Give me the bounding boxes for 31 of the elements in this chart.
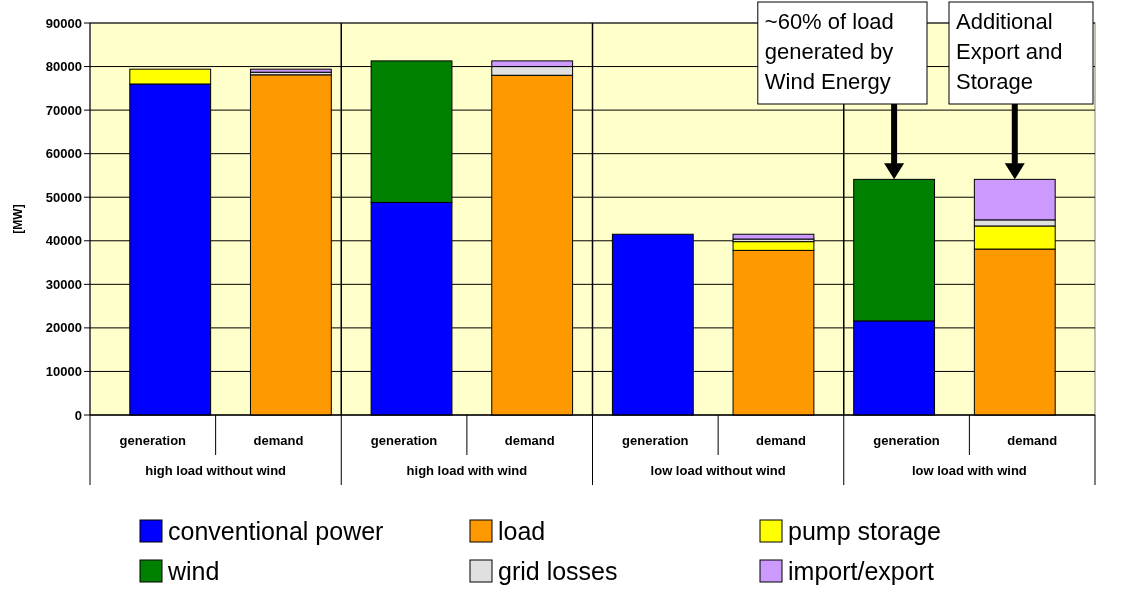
legend-label: pump storage xyxy=(788,516,941,545)
legend-label: wind xyxy=(167,556,220,585)
y-tick-label: 60000 xyxy=(45,146,82,162)
y-tick-label: 20000 xyxy=(45,320,82,336)
annotation: ~60% of load generated by Wind Energy xyxy=(764,9,894,94)
y-tick-label: 40000 xyxy=(45,233,82,249)
x-tick-label: demand xyxy=(504,433,555,448)
y-tick-label: 10000 xyxy=(45,363,82,379)
x-tick-label: generation xyxy=(622,433,689,448)
text: high load without wind xyxy=(145,463,287,478)
x-tick-label: demand xyxy=(756,433,806,448)
x-tick-label: demand xyxy=(1007,433,1058,448)
y-tick-label: 90000 xyxy=(45,15,82,31)
y-tick-label: 0 xyxy=(74,407,82,423)
legend-label: import/export xyxy=(788,556,934,585)
y-tick-label: 70000 xyxy=(45,102,82,118)
x-tick-label: generation xyxy=(119,433,187,448)
y-axis-title: [MW] xyxy=(11,204,25,234)
text: high load with wind xyxy=(406,463,528,478)
x-tick-label: generation xyxy=(873,433,940,448)
annotation: Additional Export and Storage xyxy=(956,9,1063,94)
legend-label: conventional power xyxy=(168,516,384,545)
x-tick-label: generation xyxy=(370,433,438,448)
y-tick-label: 30000 xyxy=(45,276,82,292)
text: low load with wind xyxy=(911,463,1027,478)
y-tick-label: 80000 xyxy=(45,59,82,75)
text: low load without wind xyxy=(650,463,786,478)
legend-label: grid losses xyxy=(498,556,618,585)
x-tick-label: demand xyxy=(253,433,304,448)
y-tick-label: 50000 xyxy=(45,189,82,205)
legend-label: load xyxy=(498,516,546,545)
